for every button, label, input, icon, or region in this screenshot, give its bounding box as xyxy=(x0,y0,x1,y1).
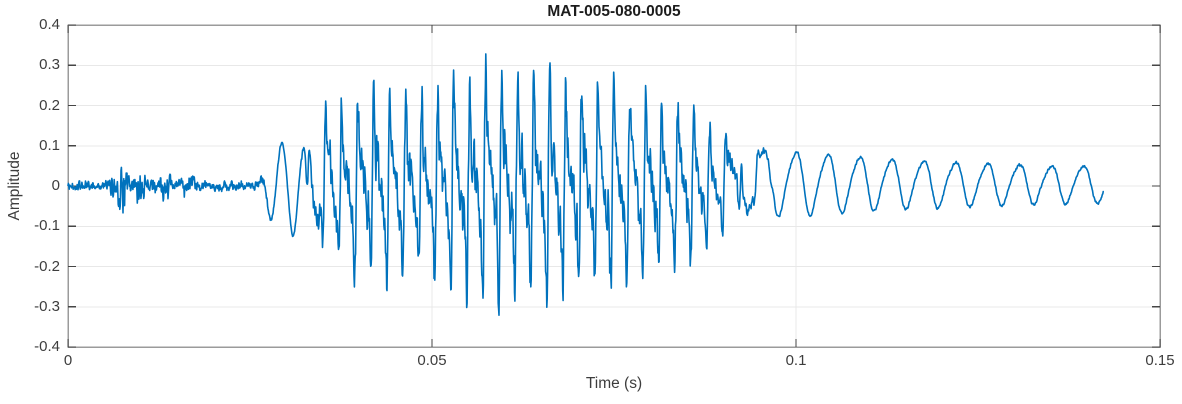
tick-marks xyxy=(67,24,1161,348)
y-tick-label-0: 0 xyxy=(51,177,60,194)
x-tick-label-3: 0.15 xyxy=(1145,352,1175,369)
x-tick-label-0: 0 xyxy=(63,352,73,369)
x-tick-label-1: 0.05 xyxy=(417,352,447,369)
y-tick-label-0.1: 0.1 xyxy=(39,137,60,154)
x-tick-label-2: 0.1 xyxy=(785,352,807,369)
y-tick-label-neg0.3: -0.3 xyxy=(34,298,60,315)
y-tick-label-neg0.4: -0.4 xyxy=(34,338,60,355)
y-tick-label-0.4: 0.4 xyxy=(39,16,60,33)
y-tick-label-neg0.2: -0.2 xyxy=(34,258,60,275)
y-tick-label-neg0.1: -0.1 xyxy=(34,217,60,234)
y-tick-label-0.2: 0.2 xyxy=(39,97,60,114)
waveform-line xyxy=(67,53,1104,316)
y-tick-label-0.3: 0.3 xyxy=(39,56,60,73)
chart-title: MAT-005-080-0005 xyxy=(547,3,681,20)
x-axis-label: Time (s) xyxy=(585,375,643,392)
